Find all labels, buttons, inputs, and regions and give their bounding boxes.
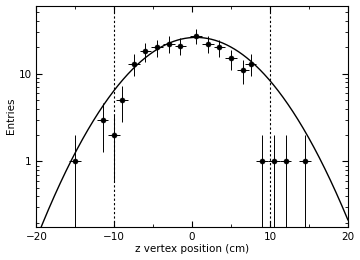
- X-axis label: z vertex position (cm): z vertex position (cm): [135, 244, 249, 255]
- Y-axis label: Entries: Entries: [5, 98, 15, 134]
